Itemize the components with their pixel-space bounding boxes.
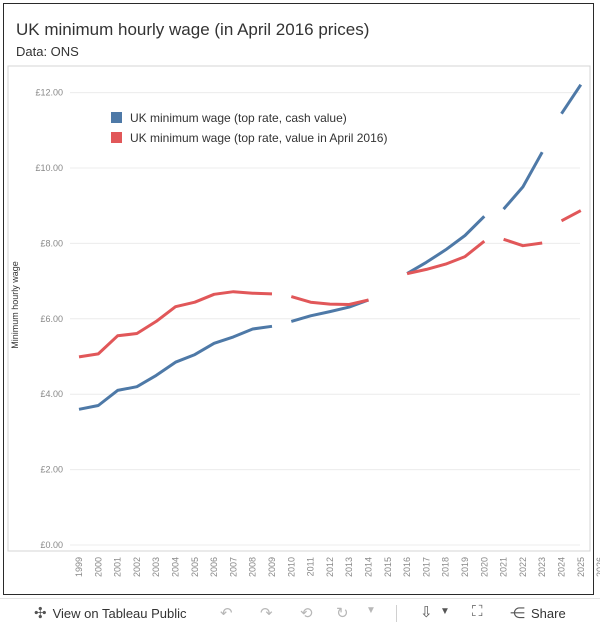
x-tick-label: 2020 xyxy=(479,557,489,577)
chart-subtitle: Data: ONS xyxy=(16,44,79,59)
x-tick-label: 2009 xyxy=(267,557,277,577)
view-on-tableau-button[interactable]: ✣ View on Tableau Public xyxy=(34,604,187,622)
series-line-1[interactable] xyxy=(502,151,544,211)
series-line-1[interactable] xyxy=(78,324,273,411)
y-tick-label: £4.00 xyxy=(40,389,63,399)
legend-swatch xyxy=(111,112,122,123)
legend-label: UK minimum wage (top rate, value in Apri… xyxy=(130,131,387,145)
tableau-toolbar: ✣ View on Tableau Public ↶ ↷ ⟲ ↻ ▼ ⇩ ▼ ⛶… xyxy=(0,598,600,628)
x-tick-label: 2008 xyxy=(248,557,258,577)
y-tick-label: £10.00 xyxy=(35,163,63,173)
x-tick-label: 2023 xyxy=(537,557,547,577)
y-tick-label: £2.00 xyxy=(40,465,63,475)
x-tick-label: 2010 xyxy=(286,557,296,577)
fullscreen-icon[interactable]: ⛶ xyxy=(472,603,483,620)
x-tick-label: 2022 xyxy=(518,557,528,577)
x-tick-label: 2007 xyxy=(228,557,238,577)
line-chart[interactable]: Minimum hourly wage £0.00 £2.00 £4.00 £6.00… xyxy=(0,0,600,598)
toolbar-separator xyxy=(396,605,397,622)
series-line-2[interactable] xyxy=(560,209,582,223)
x-tick-label: 2015 xyxy=(383,557,393,577)
x-tick-label: 2006 xyxy=(209,557,219,577)
series-line-1[interactable] xyxy=(290,298,370,323)
x-tick-label: 2012 xyxy=(325,557,335,577)
download-dropdown-icon[interactable]: ▼ xyxy=(440,606,450,617)
view-on-tableau-label: View on Tableau Public xyxy=(52,605,187,621)
y-tick-label: £6.00 xyxy=(40,314,63,324)
share-label: Share xyxy=(531,605,566,621)
redo-icon[interactable]: ↷ xyxy=(260,605,273,622)
x-tick-label: 2021 xyxy=(499,557,509,577)
series-line-2[interactable] xyxy=(406,240,486,276)
x-tick-label: 2019 xyxy=(460,557,470,577)
x-tick-label: 2005 xyxy=(190,557,200,577)
x-tick-label: 2016 xyxy=(402,557,412,577)
plot-area-border xyxy=(7,65,591,552)
undo-icon[interactable]: ↶ xyxy=(220,605,233,622)
x-tick-label: 2017 xyxy=(421,557,431,577)
tableau-logo-icon: ✣ xyxy=(34,605,47,622)
series-line-1[interactable] xyxy=(560,83,583,115)
x-tick-label: 1999 xyxy=(74,557,84,577)
x-tick-label: 2018 xyxy=(441,557,451,577)
x-tick-label: 2001 xyxy=(113,557,123,577)
series-line-1[interactable] xyxy=(406,215,486,275)
x-tick-label: 2011 xyxy=(306,557,316,576)
series-line-2[interactable] xyxy=(290,295,369,306)
share-button[interactable]: ⋲ Share xyxy=(510,604,566,622)
x-tick-label: 2026 xyxy=(595,557,600,577)
share-icon: ⋲ xyxy=(510,605,525,622)
series-line-2[interactable] xyxy=(78,290,273,359)
y-tick-label: £0.00 xyxy=(40,540,63,550)
x-tick-label: 2024 xyxy=(557,557,567,577)
x-tick-label: 2000 xyxy=(93,557,103,577)
dropdown-icon[interactable]: ▼ xyxy=(366,605,376,616)
x-tick-label: 2013 xyxy=(344,557,354,577)
x-tick-label: 2002 xyxy=(132,557,142,577)
revert-icon[interactable]: ⟲ xyxy=(300,605,313,622)
legend-swatch xyxy=(111,132,122,143)
x-tick-label: 2004 xyxy=(171,557,181,577)
x-tick-label: 2014 xyxy=(364,557,374,577)
x-tick-label: 2003 xyxy=(151,557,161,577)
pause-icon[interactable]: ↻ xyxy=(336,605,349,622)
y-axis-title: Minimum hourly wage xyxy=(10,261,20,349)
x-tick-label: 2025 xyxy=(576,557,586,577)
download-icon[interactable]: ⇩ xyxy=(420,604,433,621)
series-line-2[interactable] xyxy=(503,237,543,248)
chart-title: UK minimum hourly wage (in April 2016 pr… xyxy=(16,20,370,39)
y-tick-label: £8.00 xyxy=(40,238,63,248)
y-tick-label: £12.00 xyxy=(35,88,63,98)
legend-label: UK minimum wage (top rate, cash value) xyxy=(130,111,347,125)
